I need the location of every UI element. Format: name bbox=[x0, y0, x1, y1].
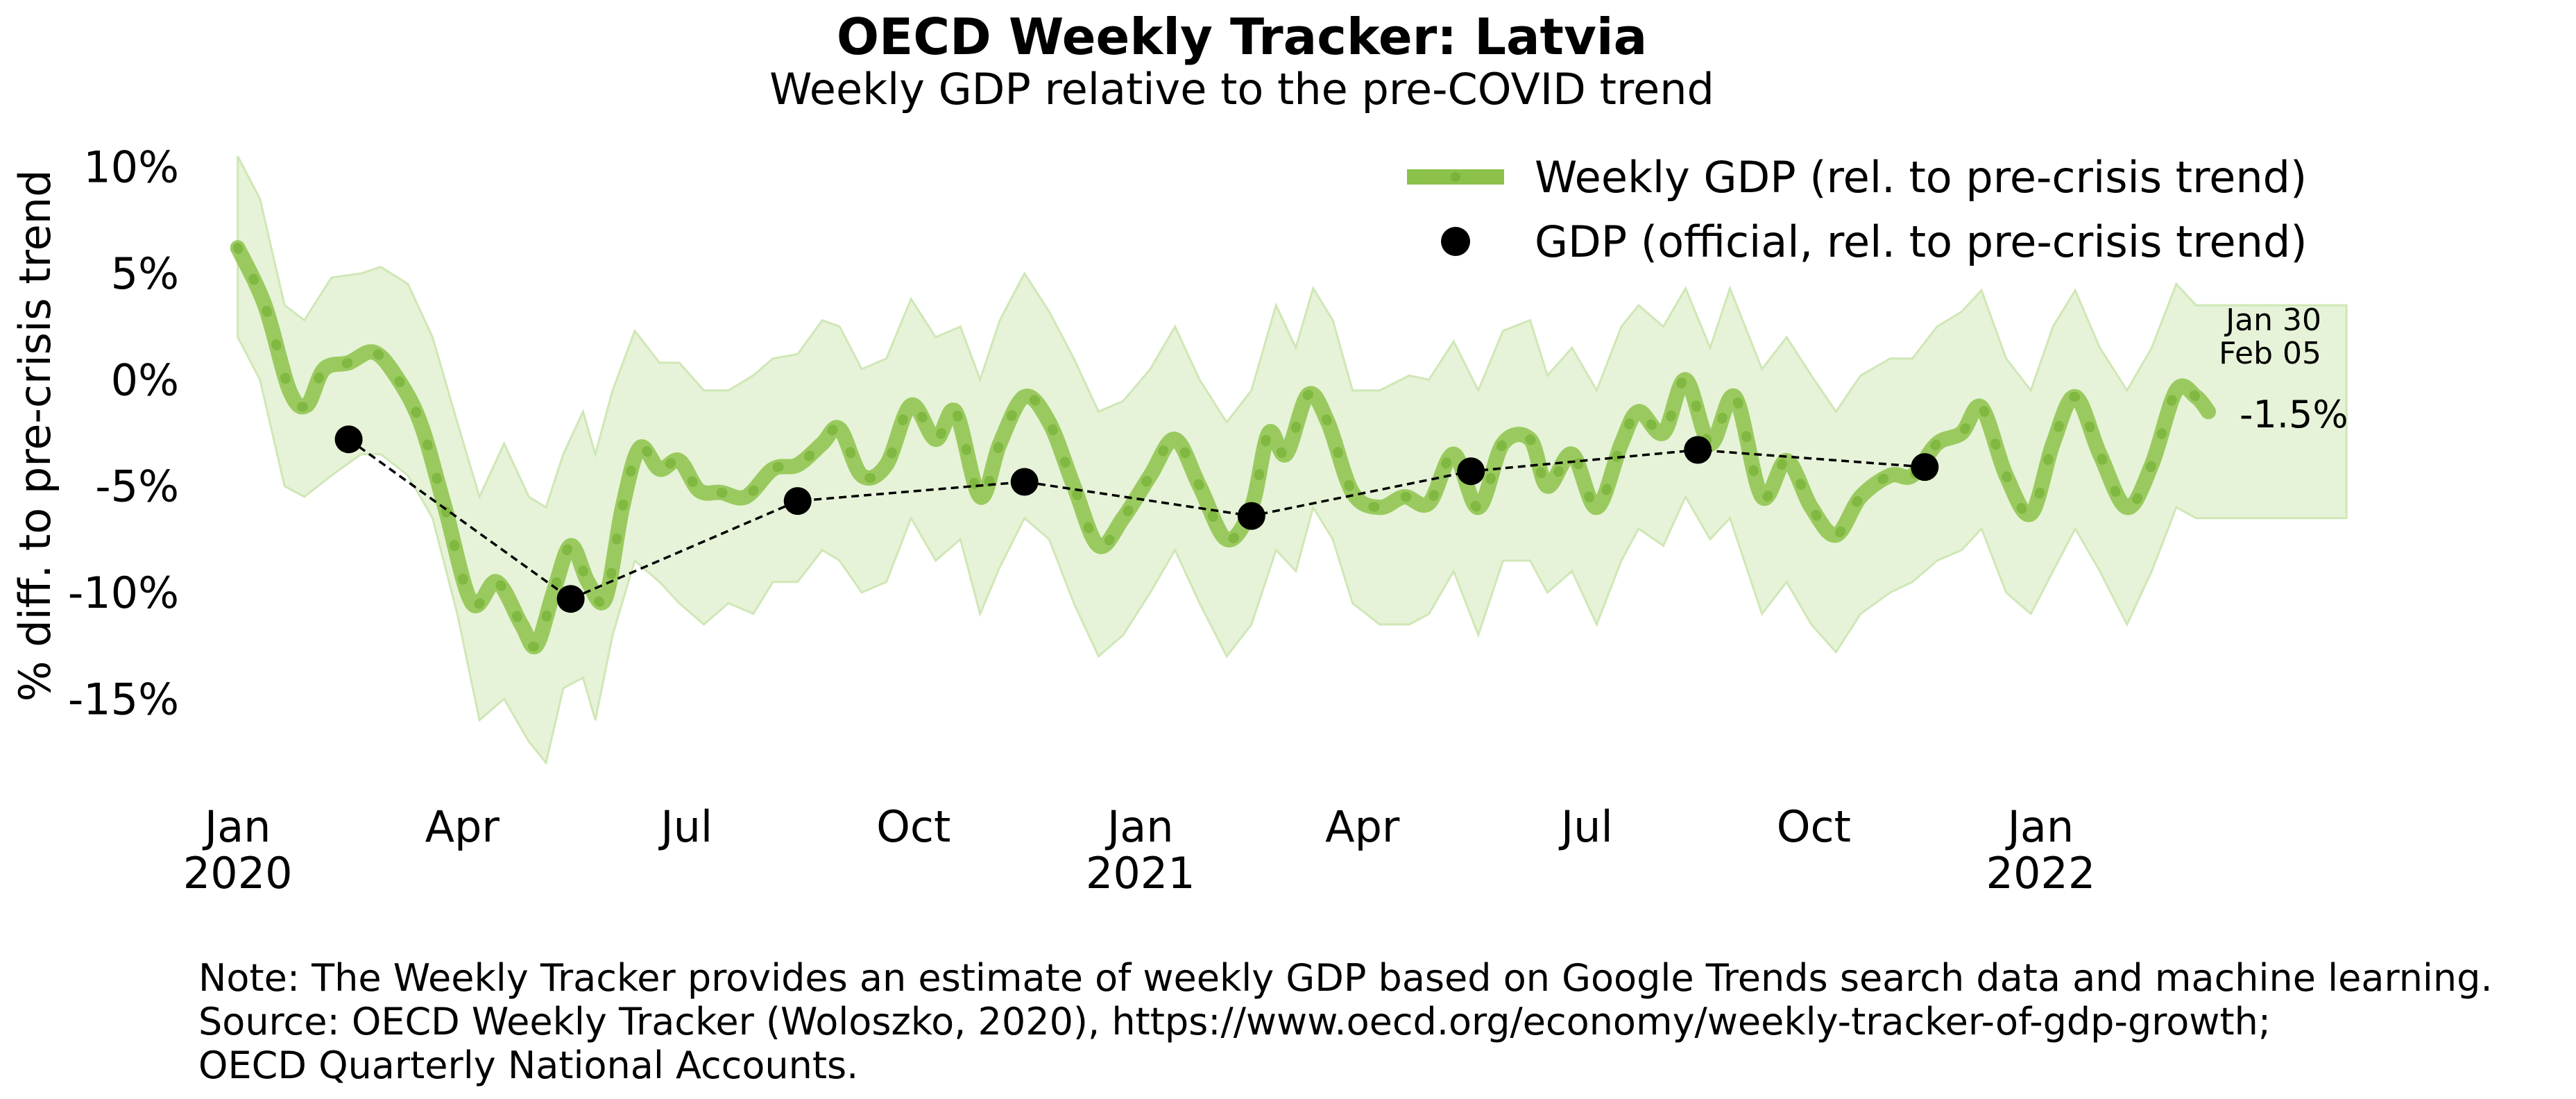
chart-subtitle: Weekly GDP relative to the pre-COVID tre… bbox=[769, 64, 1714, 114]
x-tick-label-1: Jan bbox=[202, 801, 271, 852]
note-line-3: OECD Quarterly National Accounts. bbox=[198, 1043, 858, 1087]
annotation-date-line1: Jan 30 bbox=[2224, 303, 2321, 338]
legend: Weekly GDP (rel. to pre-crisis trend) GD… bbox=[1407, 152, 2308, 267]
official-gdp-point-4 bbox=[1010, 468, 1039, 496]
y-tick-label-2: 5% bbox=[111, 248, 179, 299]
y-tick-label-1: 10% bbox=[83, 142, 179, 193]
chart-title: OECD Weekly Tracker: Latvia bbox=[837, 8, 1647, 66]
y-axis-label: % diff. to pre-crisis trend bbox=[10, 170, 60, 702]
official-gdp-point-2 bbox=[556, 585, 585, 613]
note-line-2: Source: OECD Weekly Tracker (Woloszko, 2… bbox=[198, 1000, 2271, 1043]
official-gdp-layer bbox=[334, 425, 1939, 613]
official-gdp-connector bbox=[348, 438, 1925, 601]
y-tick-label-3: 0% bbox=[111, 355, 179, 405]
confidence-band-layer bbox=[237, 155, 2348, 765]
legend-weekly-marker bbox=[1451, 172, 1460, 182]
y-tick-label-5: -10% bbox=[68, 568, 179, 618]
x-tick-label-9: Jan bbox=[2005, 801, 2074, 852]
x-tick-label-5: Jan bbox=[1104, 801, 1174, 852]
y-tick-label-6: -15% bbox=[68, 674, 179, 724]
x-tick-year-5: 2021 bbox=[1086, 848, 1195, 898]
official-gdp-point-3 bbox=[783, 487, 812, 516]
official-gdp-point-1 bbox=[334, 425, 363, 454]
legend-weekly-label: Weekly GDP (rel. to pre-crisis trend) bbox=[1535, 152, 2307, 203]
note-line-1: Note: The Weekly Tracker provides an est… bbox=[198, 956, 2493, 1000]
official-gdp-point-8 bbox=[1911, 453, 1939, 482]
x-tick-label-3: Jul bbox=[658, 801, 713, 852]
official-gdp-point-7 bbox=[1684, 436, 1712, 464]
y-tick-labels: 10% 5% 0% -5% -10% -15% bbox=[68, 142, 179, 725]
legend-official-marker bbox=[1441, 227, 1470, 256]
official-gdp-point-6 bbox=[1457, 457, 1485, 486]
confidence-band bbox=[237, 155, 2348, 765]
x-tick-label-8: Oct bbox=[1777, 801, 1851, 852]
annotation-date-line2: Feb 05 bbox=[2219, 336, 2321, 371]
legend-official-label: GDP (official, rel. to pre-crisis trend) bbox=[1535, 216, 2308, 267]
official-gdp-point-5 bbox=[1237, 502, 1265, 530]
weekly-gdp-line-layer bbox=[230, 240, 2217, 655]
x-tick-year-1: 2020 bbox=[183, 848, 293, 898]
x-tick-label-4: Oct bbox=[876, 801, 950, 852]
x-tick-label-6: Apr bbox=[1325, 801, 1400, 852]
y-tick-label-4: -5% bbox=[95, 461, 179, 512]
x-tick-year-9: 2022 bbox=[1986, 848, 2096, 898]
annotation-last-value: -1.5% bbox=[2240, 393, 2348, 436]
weekly-gdp-line-markers bbox=[232, 243, 2214, 652]
x-tick-label-7: Jul bbox=[1558, 801, 1613, 852]
x-tick-label-2: Apr bbox=[425, 801, 500, 852]
